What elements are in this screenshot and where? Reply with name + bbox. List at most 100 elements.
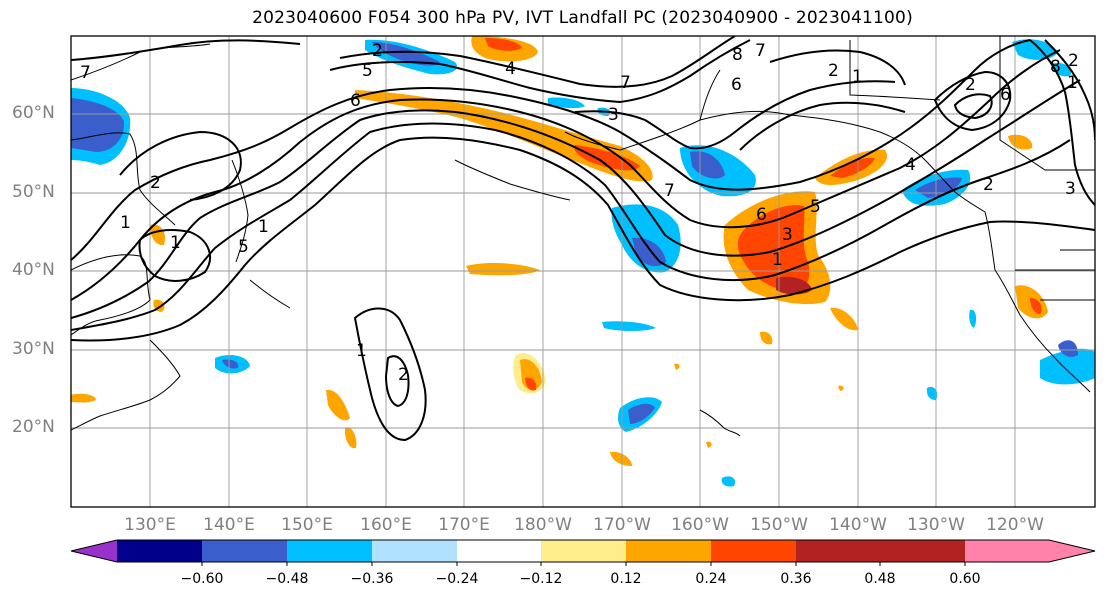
pv-shade-positive <box>574 145 640 171</box>
contour-label: 1 <box>170 233 181 253</box>
lon-label: 140°E <box>203 515 255 535</box>
colorbar-extend-right <box>965 540 1095 562</box>
pv-contour <box>739 101 906 151</box>
colorbar-tick-label: −0.36 <box>350 571 394 587</box>
contour-label: 2 <box>398 365 409 385</box>
contour-label: 3 <box>782 225 793 245</box>
coastline-japan <box>71 339 181 431</box>
pv-contour <box>119 130 242 201</box>
colorbar-tick-label: 0.36 <box>780 571 812 587</box>
lon-label: 160°E <box>360 515 412 535</box>
colorbar-segment <box>457 540 541 562</box>
colorbar-segment <box>626 540 711 562</box>
pv-shade-positive <box>485 38 522 51</box>
contour-label: 3 <box>608 105 619 125</box>
lon-label: 150°W <box>750 515 808 535</box>
pv-contour <box>71 122 1071 331</box>
lon-label: 170°E <box>438 515 490 535</box>
lat-label: 30°N <box>12 339 55 359</box>
contour-labels: 1 2 5 7 6 3 8 7 2 1 2 6 8 2 4 1 7 6 3 5 … <box>80 41 1079 385</box>
pv-shade-positive <box>706 441 712 448</box>
pv-contour <box>71 39 1031 261</box>
pv-contour <box>71 39 301 61</box>
pv-shade-positive <box>344 427 357 449</box>
lon-label: 130°E <box>124 515 176 535</box>
pv-shade-positive <box>466 263 540 276</box>
contour-label: 2 <box>150 173 161 193</box>
contour-label: 6 <box>731 75 742 95</box>
coastline-hawaii <box>699 409 741 437</box>
colorbar-outline <box>70 539 1096 563</box>
contour-label: 6 <box>756 205 767 225</box>
contour-label: 5 <box>810 197 821 217</box>
contour-label: 3 <box>1065 179 1076 199</box>
pv-shade-positive <box>326 389 350 421</box>
lon-label: 150°E <box>281 515 333 535</box>
colorbar-extend-left <box>71 540 117 562</box>
pv-shade-negative <box>721 476 736 487</box>
lat-label: 60°N <box>12 103 55 123</box>
map-border <box>70 35 1096 508</box>
contour-label: 7 <box>80 63 91 83</box>
contour-label: 1 <box>258 217 269 237</box>
lon-label: 130°W <box>907 515 965 535</box>
contour-label: 5 <box>238 237 249 257</box>
pv-shade-negative <box>602 321 656 331</box>
pv-shade-negative <box>628 403 655 424</box>
contour-label: 7 <box>664 181 675 201</box>
lon-label: 180°W <box>514 515 572 535</box>
pv-contour <box>71 136 1095 342</box>
colorbar-segment <box>711 540 796 562</box>
pv-shade-negative <box>372 42 440 66</box>
pv-shade-negative <box>1040 348 1095 385</box>
pv-contour <box>353 307 427 442</box>
lat-label: 50°N <box>12 182 55 202</box>
colorbar-tick-label: 0.24 <box>695 571 727 587</box>
coastline-alaska <box>564 69 1091 393</box>
pv-contour <box>138 229 211 282</box>
pv-contour <box>953 93 993 120</box>
pv-shade-positive <box>355 90 653 182</box>
colorbar-ticks <box>201 562 966 566</box>
pv-shade-positive <box>830 157 875 178</box>
pv-contour <box>71 49 1061 301</box>
colorbar-segment <box>202 540 287 562</box>
pv-contour <box>71 79 1081 319</box>
colorbar-tick-label: 0.48 <box>864 571 896 587</box>
colorbar-segment <box>117 540 202 562</box>
contour-label: 7 <box>620 73 631 93</box>
colorbar-tick-label: −0.48 <box>265 571 309 587</box>
contour-label: 1 <box>772 250 783 270</box>
lon-label: 120°W <box>986 515 1044 535</box>
contour-label: 2 <box>828 61 839 81</box>
contour-label: 1 <box>1067 73 1078 93</box>
colorbar-segment <box>880 540 965 562</box>
pv-contour <box>769 49 906 86</box>
pv-shade-positive <box>674 363 680 370</box>
lat-label: 40°N <box>12 260 55 280</box>
contour-label: 8 <box>1050 57 1061 77</box>
contour-label: 6 <box>350 91 361 111</box>
pv-shade-negative <box>71 98 125 152</box>
pv-shade-negative <box>969 309 977 328</box>
contour-label: 2 <box>372 41 383 61</box>
pv-shade-positive <box>830 307 858 331</box>
contour-label: 1 <box>852 67 863 87</box>
pv-contour <box>329 39 751 104</box>
contour-label: 1 <box>120 213 131 233</box>
lon-label: 170°W <box>593 515 651 535</box>
pv-contour <box>384 355 410 408</box>
pv-contour <box>933 70 1012 132</box>
contour-label: 2 <box>983 175 994 195</box>
pv-shade-positive <box>610 451 632 466</box>
contour-label: 6 <box>1000 85 1011 105</box>
pv-shade-positive <box>71 393 96 403</box>
colorbar-tick-label: 0.12 <box>610 571 642 587</box>
pv-shade-positive <box>1030 298 1042 314</box>
contour-label: 1 <box>356 341 367 361</box>
pv-contours <box>71 36 1095 442</box>
colorbar-segment <box>796 540 880 562</box>
colorbar-tick-label: −0.12 <box>519 571 563 587</box>
lon-label: 160°W <box>671 515 729 535</box>
